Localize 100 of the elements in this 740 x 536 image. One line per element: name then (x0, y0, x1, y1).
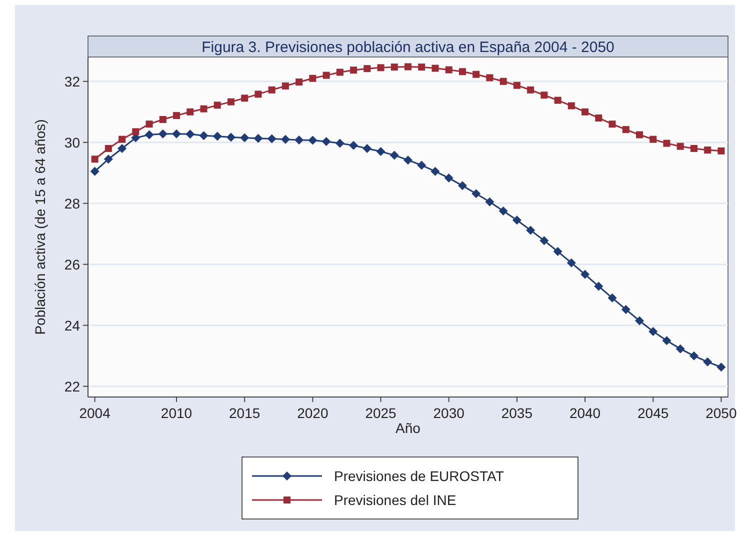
point (430, 166, 440, 176)
point (173, 112, 180, 120)
point (268, 86, 276, 94)
point (241, 94, 248, 102)
point (608, 120, 616, 128)
point (146, 120, 153, 128)
legend-label: Previsiones del INE (334, 492, 456, 508)
point (690, 144, 698, 152)
point (199, 131, 208, 140)
point (676, 142, 684, 150)
point (240, 133, 250, 142)
point (662, 336, 672, 346)
point (104, 144, 112, 152)
point (554, 96, 562, 104)
point (132, 128, 140, 136)
point (553, 247, 562, 256)
point (417, 160, 426, 170)
x-tick-label: 2040 (569, 405, 601, 421)
point (540, 236, 549, 246)
point (622, 126, 630, 134)
point (364, 65, 371, 72)
point (689, 351, 698, 360)
y-tick-label: 22 (64, 378, 80, 394)
legend-label: Previsiones de EUROSTAT (334, 468, 504, 484)
point (159, 116, 166, 124)
point (308, 136, 318, 145)
point (377, 64, 384, 72)
x-tick-label: 2004 (79, 405, 111, 421)
point (390, 150, 399, 160)
point (322, 136, 331, 146)
point (186, 108, 194, 116)
x-tick-label: 2030 (433, 405, 465, 421)
point (526, 226, 536, 235)
x-tick-label: 2010 (160, 405, 192, 421)
point (294, 135, 304, 144)
point (350, 66, 358, 74)
point (432, 64, 439, 72)
point (349, 140, 358, 150)
point (172, 129, 182, 138)
point (118, 144, 127, 153)
point (580, 270, 590, 279)
point (445, 66, 452, 74)
point (472, 70, 480, 78)
point (186, 130, 195, 139)
point (404, 156, 412, 165)
y-tick-label: 26 (64, 256, 80, 272)
y-tick-label: 24 (64, 317, 80, 334)
point (716, 362, 726, 372)
point (650, 136, 657, 143)
point (621, 304, 630, 314)
point (648, 326, 658, 336)
point (458, 68, 466, 76)
point (540, 92, 548, 99)
point (254, 134, 263, 143)
point (91, 156, 98, 163)
point (566, 258, 576, 268)
point (214, 102, 221, 109)
point (404, 63, 412, 70)
x-axis-title: Año (396, 420, 421, 436)
point (663, 140, 670, 147)
y-tick-label: 28 (64, 195, 80, 212)
point (472, 189, 481, 198)
point (158, 129, 168, 138)
x-tick-label: 2035 (501, 405, 533, 421)
point (582, 108, 589, 116)
point (418, 64, 426, 71)
point (486, 74, 494, 82)
point (458, 181, 467, 190)
point (118, 136, 126, 143)
x-tick-label: 2020 (297, 405, 328, 421)
y-tick-label: 30 (64, 134, 80, 150)
point (376, 147, 386, 156)
point (212, 132, 222, 141)
point (444, 174, 454, 183)
point (90, 166, 100, 176)
y-axis-title: Población activa (de 15 a 64 años) (32, 119, 48, 335)
point (676, 344, 685, 354)
point (608, 293, 617, 302)
point (227, 98, 234, 106)
point (280, 134, 290, 144)
point (703, 357, 712, 366)
point (512, 216, 522, 225)
point (718, 147, 725, 154)
x-tick-label: 2050 (706, 405, 737, 421)
point (144, 130, 154, 140)
point (336, 68, 344, 76)
point (200, 105, 208, 112)
point (362, 144, 372, 153)
point (636, 131, 643, 138)
point (498, 206, 508, 216)
point (390, 64, 398, 71)
point (485, 197, 494, 206)
point (594, 282, 604, 291)
point (704, 146, 712, 154)
point (267, 134, 276, 144)
point (282, 82, 289, 90)
point (500, 78, 507, 85)
x-tick-label: 2045 (638, 405, 669, 421)
point (309, 74, 316, 82)
point (254, 90, 262, 98)
